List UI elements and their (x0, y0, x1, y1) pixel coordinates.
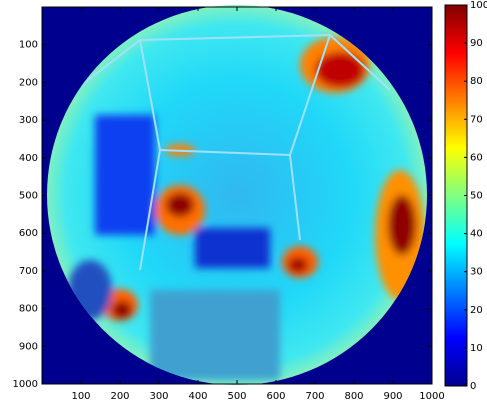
x-tick-label: 900 (383, 391, 402, 402)
x-tick-label: 300 (149, 391, 168, 402)
y-tick-label: 1000 (13, 379, 38, 390)
y-tick-label: 200 (19, 77, 38, 88)
x-tick-label: 200 (110, 391, 129, 402)
colorbar-tick-label: 100 (470, 0, 487, 11)
colorbar-tick-label: 20 (470, 305, 483, 316)
y-tick-label: 700 (19, 266, 38, 277)
y-tick-label: 800 (19, 304, 38, 315)
colorbar-tick-label: 30 (470, 267, 483, 278)
y-tick-label: 100 (19, 40, 38, 51)
y-tick-label: 400 (19, 153, 38, 164)
x-tick-label: 100 (71, 391, 90, 402)
colorbar-tick-label: 60 (470, 152, 483, 163)
y-tick-label: 900 (19, 341, 38, 352)
colorbar-tick-label: 10 (470, 343, 483, 354)
colorbar (444, 4, 468, 387)
x-tick-label: 800 (344, 391, 363, 402)
x-tick-label: 500 (227, 391, 246, 402)
colorbar-tick-label: 70 (470, 114, 483, 125)
x-tick-label: 1000 (419, 391, 444, 402)
colorbar-tick-label: 90 (470, 38, 483, 49)
y-tick-label: 600 (19, 228, 38, 239)
x-tick-label: 400 (188, 391, 207, 402)
colorbar-tick-label: 80 (470, 76, 483, 87)
x-tick-label: 700 (305, 391, 324, 402)
colorbar-tick-label: 0 (470, 381, 476, 392)
colorbar-tick-label: 40 (470, 229, 483, 240)
y-tick-label: 300 (19, 115, 38, 126)
x-tick-label: 600 (266, 391, 285, 402)
colorbar-tick-label: 50 (470, 191, 483, 202)
y-tick-label: 500 (19, 191, 38, 202)
image (42, 5, 432, 385)
